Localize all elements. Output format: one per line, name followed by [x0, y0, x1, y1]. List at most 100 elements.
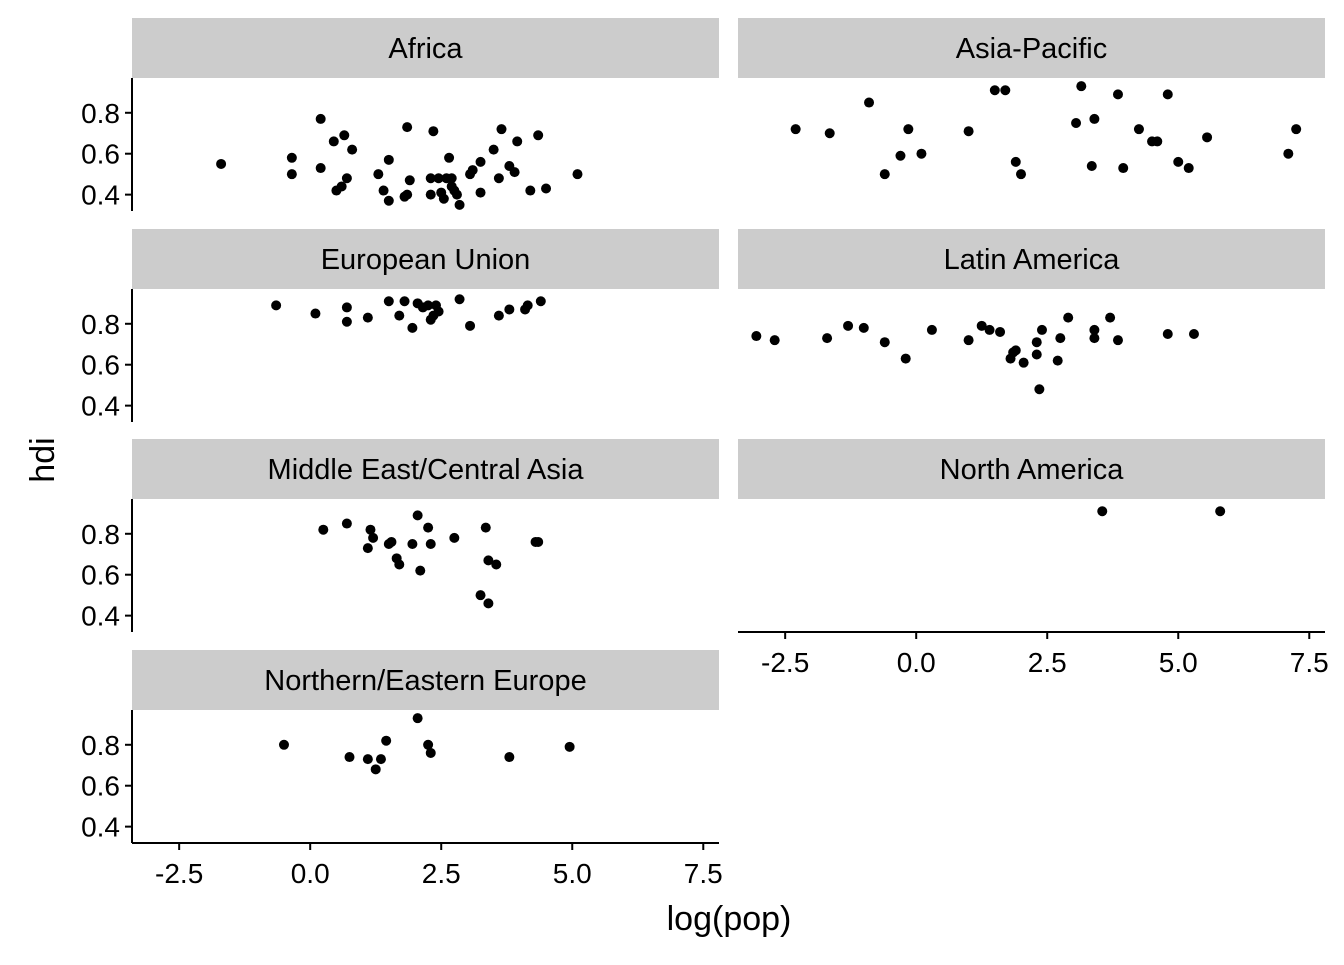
data-point — [1162, 329, 1173, 340]
panel-latin-america: Latin America — [738, 229, 1325, 395]
strip-label-latin-america: Latin America — [944, 244, 1121, 276]
data-point — [1112, 89, 1123, 100]
data-point — [864, 97, 875, 108]
x-tick-label: 2.5 — [1028, 647, 1067, 678]
data-point — [984, 324, 995, 335]
panel-africa: Africa 0.4 0.6 0.8 — [81, 18, 719, 211]
data-point — [318, 524, 329, 535]
data-point — [286, 152, 297, 163]
data-point — [564, 741, 575, 752]
data-point — [1133, 124, 1144, 135]
data-point — [535, 296, 546, 307]
data-point — [1052, 355, 1063, 366]
y-tick-label: 0.8 — [81, 519, 120, 550]
data-point — [412, 713, 423, 724]
data-point — [963, 126, 974, 137]
data-point — [976, 320, 987, 331]
data-point — [1055, 333, 1066, 344]
x-tick-label: -2.5 — [761, 647, 809, 678]
data-point — [341, 173, 352, 184]
data-point — [383, 154, 394, 165]
data-point — [415, 565, 426, 576]
data-point — [512, 136, 523, 147]
data-point — [449, 532, 460, 543]
panel-asia-pacific: Asia-Pacific — [738, 18, 1325, 180]
data-point — [336, 181, 347, 192]
data-point — [423, 300, 434, 311]
data-point — [895, 150, 906, 161]
data-point — [423, 522, 434, 533]
data-point — [1118, 163, 1129, 174]
data-point — [465, 320, 476, 331]
data-point — [1010, 345, 1021, 356]
data-point — [963, 335, 974, 346]
data-point — [454, 294, 465, 305]
data-point — [751, 331, 762, 342]
data-point — [428, 126, 439, 137]
x-tick-label: 2.5 — [422, 858, 461, 889]
data-point — [769, 335, 780, 346]
data-point — [1036, 324, 1047, 335]
strip-northern-eastern-europe — [132, 650, 719, 710]
data-point — [375, 754, 386, 765]
data-point — [370, 764, 381, 775]
data-point — [995, 326, 1006, 337]
strip-asia-pacific — [738, 18, 1325, 78]
data-point — [1018, 357, 1029, 368]
data-point — [399, 296, 410, 307]
data-point — [446, 173, 457, 184]
data-point — [822, 333, 833, 344]
data-point — [286, 169, 297, 180]
data-point — [402, 122, 413, 133]
data-point — [1076, 81, 1087, 92]
data-point — [1291, 124, 1302, 135]
y-tick-label: 0.8 — [81, 309, 120, 340]
data-point — [1034, 384, 1045, 395]
strip-middle-east-central-asia — [132, 439, 719, 499]
strip-label-northern-eastern-europe: Northern/Eastern Europe — [264, 665, 586, 697]
data-point — [879, 337, 890, 348]
data-point — [824, 128, 835, 139]
strip-label-middle-east-central-asia: Middle East/Central Asia — [268, 454, 585, 486]
data-point — [1063, 312, 1074, 323]
data-point — [368, 532, 379, 543]
data-point — [467, 165, 478, 176]
data-point — [1215, 506, 1226, 517]
data-point — [394, 310, 405, 321]
x-tick-label: 0.0 — [291, 858, 330, 889]
y-axis-title: hdi — [24, 437, 62, 482]
y-tick-label: 0.4 — [81, 601, 120, 632]
data-point — [1152, 136, 1163, 147]
y-tick-label: 0.6 — [81, 350, 120, 381]
data-point — [572, 169, 583, 180]
y-tick-label: 0.6 — [81, 771, 120, 802]
y-tick-label: 0.4 — [81, 180, 120, 211]
data-point — [381, 735, 392, 746]
data-point — [341, 316, 352, 327]
data-point — [1089, 324, 1100, 335]
strip-africa — [132, 18, 719, 78]
data-point — [444, 152, 455, 163]
data-point — [425, 173, 436, 184]
strip-label-africa: Africa — [388, 33, 463, 65]
data-point — [1202, 132, 1213, 143]
data-point — [425, 539, 436, 550]
strip-label-north-america: North America — [940, 454, 1125, 486]
data-point — [362, 754, 373, 765]
y-tick-label: 0.4 — [81, 812, 120, 843]
data-point — [989, 85, 1000, 96]
data-point — [1105, 312, 1116, 323]
y-tick-label: 0.4 — [81, 391, 120, 422]
data-point — [1086, 160, 1097, 171]
panel-north-america: North America -2.5 0.0 2.5 5.0 7.5 — [738, 439, 1329, 678]
data-point — [843, 320, 854, 331]
data-point — [373, 169, 384, 180]
data-point — [378, 185, 389, 196]
data-point — [412, 510, 423, 521]
data-point — [339, 130, 350, 141]
data-point — [475, 590, 486, 601]
data-point — [271, 300, 282, 311]
data-point — [1010, 156, 1021, 167]
